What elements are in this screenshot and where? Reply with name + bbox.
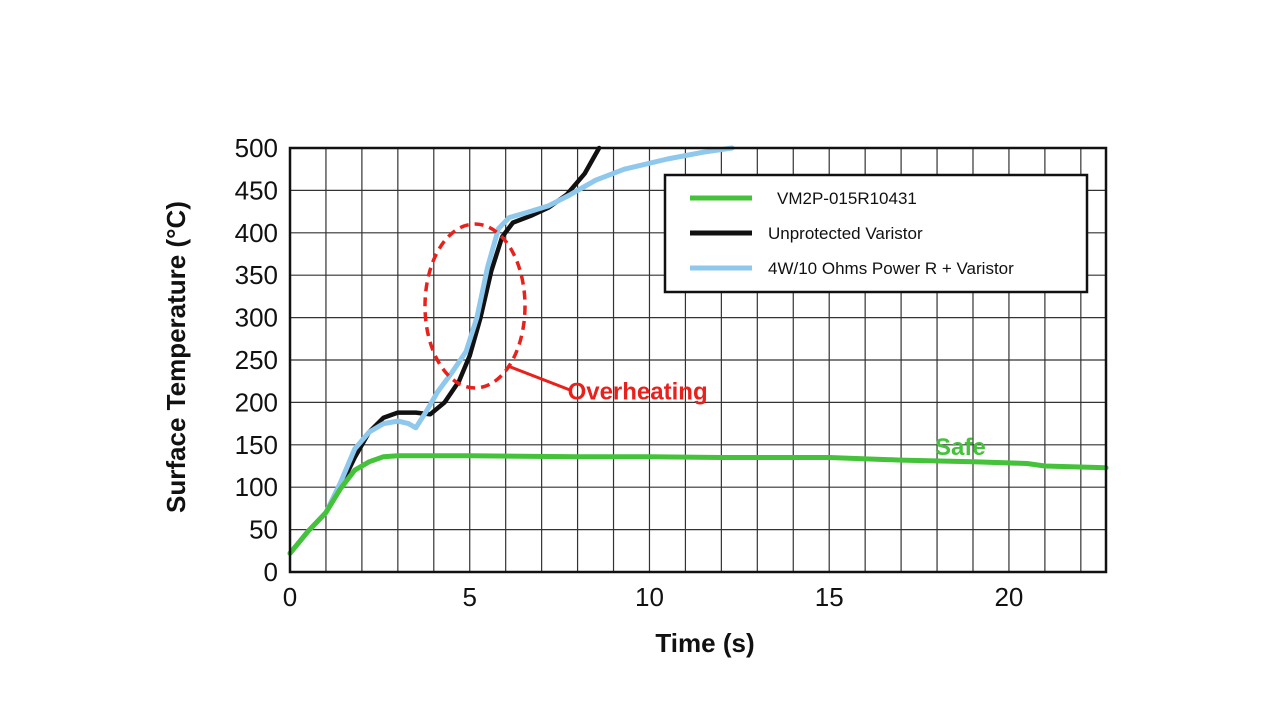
y-tick-label: 250 <box>235 345 278 375</box>
annotation-safe: Safe <box>935 434 986 461</box>
series-line-power-r <box>287 145 735 556</box>
y-tick-label: 100 <box>235 472 278 502</box>
series-layer <box>287 145 1109 556</box>
annotation-overheating: Overheating <box>568 378 708 405</box>
grid <box>290 148 1106 572</box>
x-axis-label: Time (s) <box>655 628 754 658</box>
overheating-highlight-circle <box>423 222 527 390</box>
y-tick-label: 350 <box>235 260 278 290</box>
x-tick-label: 15 <box>815 582 844 612</box>
y-tick-label: 400 <box>235 218 278 248</box>
y-tick-label: 500 <box>235 133 278 163</box>
y-tick-label: 300 <box>235 303 278 333</box>
y-tick-label: 50 <box>249 515 278 545</box>
overheating-pointer-line <box>507 364 571 392</box>
series-line-vm2p <box>287 453 1109 556</box>
y-tick-label: 150 <box>235 430 278 460</box>
legend: VM2P-015R10431 Unprotected Varistor 4W/1… <box>663 173 1089 294</box>
y-axis-label: Surface Temperature (°C) <box>161 201 191 513</box>
y-tick-label: 200 <box>235 387 278 417</box>
y-tick-label: 450 <box>235 175 278 205</box>
legend-label-unprotected: Unprotected Varistor <box>768 224 923 243</box>
tick-labels: 0 50 100 150 200 250 300 350 400 450 500 0 5 10 15 20 <box>235 133 1024 612</box>
x-tick-label: 20 <box>994 582 1023 612</box>
x-tick-label: 10 <box>635 582 664 612</box>
x-tick-label: 5 <box>463 582 477 612</box>
y-tick-label: 0 <box>264 557 278 587</box>
plot-frame <box>288 146 1108 574</box>
x-tick-label: 0 <box>283 582 297 612</box>
legend-label-vm2p: VM2P-015R10431 <box>777 189 917 208</box>
legend-label-power-r: 4W/10 Ohms Power R + Varistor <box>768 259 1014 278</box>
